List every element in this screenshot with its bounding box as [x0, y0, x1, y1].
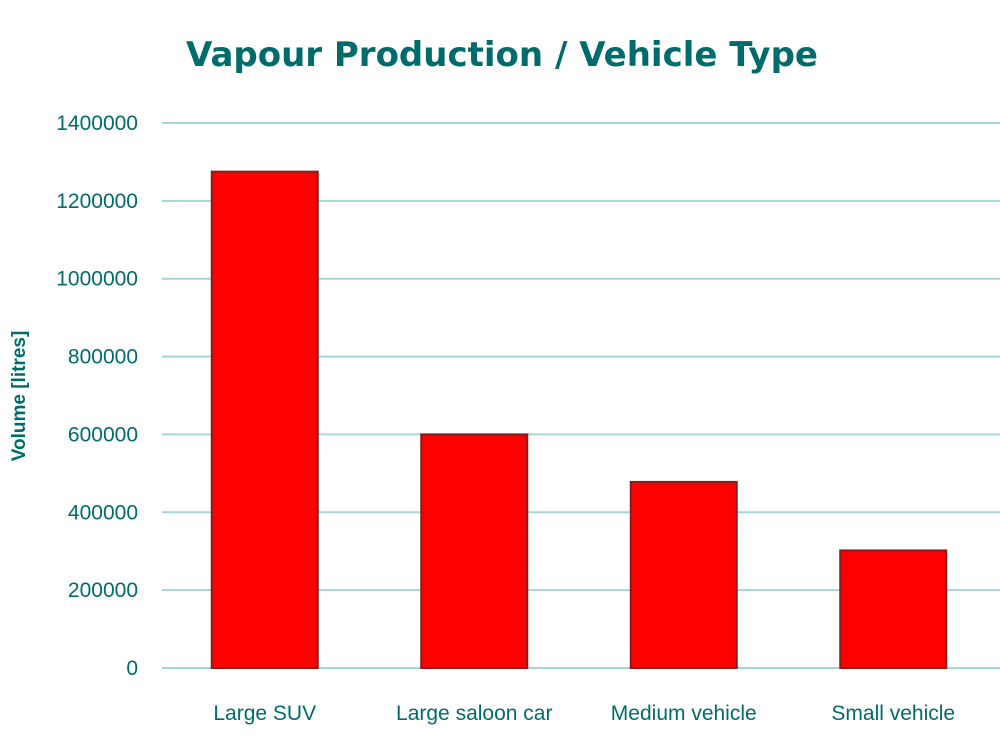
- bar-medium-vehicle: [629, 480, 738, 669]
- bar-small-vehicle: [839, 549, 948, 670]
- bar-large-saloon-car: [420, 433, 529, 669]
- y-tick-label: 600000: [68, 423, 138, 446]
- bars: [210, 170, 948, 670]
- y-tick-label: 1200000: [56, 190, 138, 213]
- y-tick-labels: 0 200000 400000 600000 800000 1000000 1200000 1…: [56, 112, 138, 680]
- y-tick-label: 0: [126, 657, 138, 680]
- y-tick-label: 800000: [68, 346, 138, 369]
- x-tick-label: Large SUV: [213, 702, 316, 725]
- x-tick-label: Small vehicle: [831, 702, 955, 725]
- y-tick-label: 400000: [68, 501, 138, 524]
- x-tick-label: Medium vehicle: [611, 702, 757, 725]
- x-tick-label: Large saloon car: [396, 702, 552, 725]
- chart-title: Vapour Production / Vehicle Type: [186, 35, 818, 75]
- bar-large-suv: [210, 170, 319, 670]
- y-tick-label: 1400000: [56, 112, 138, 135]
- y-tick-label: 1000000: [56, 268, 138, 291]
- y-tick-label: 200000: [68, 579, 138, 602]
- y-axis-label: Volume [litres]: [9, 331, 30, 462]
- x-tick-labels: Large SUV Large saloon car Medium vehicle S…: [213, 702, 955, 725]
